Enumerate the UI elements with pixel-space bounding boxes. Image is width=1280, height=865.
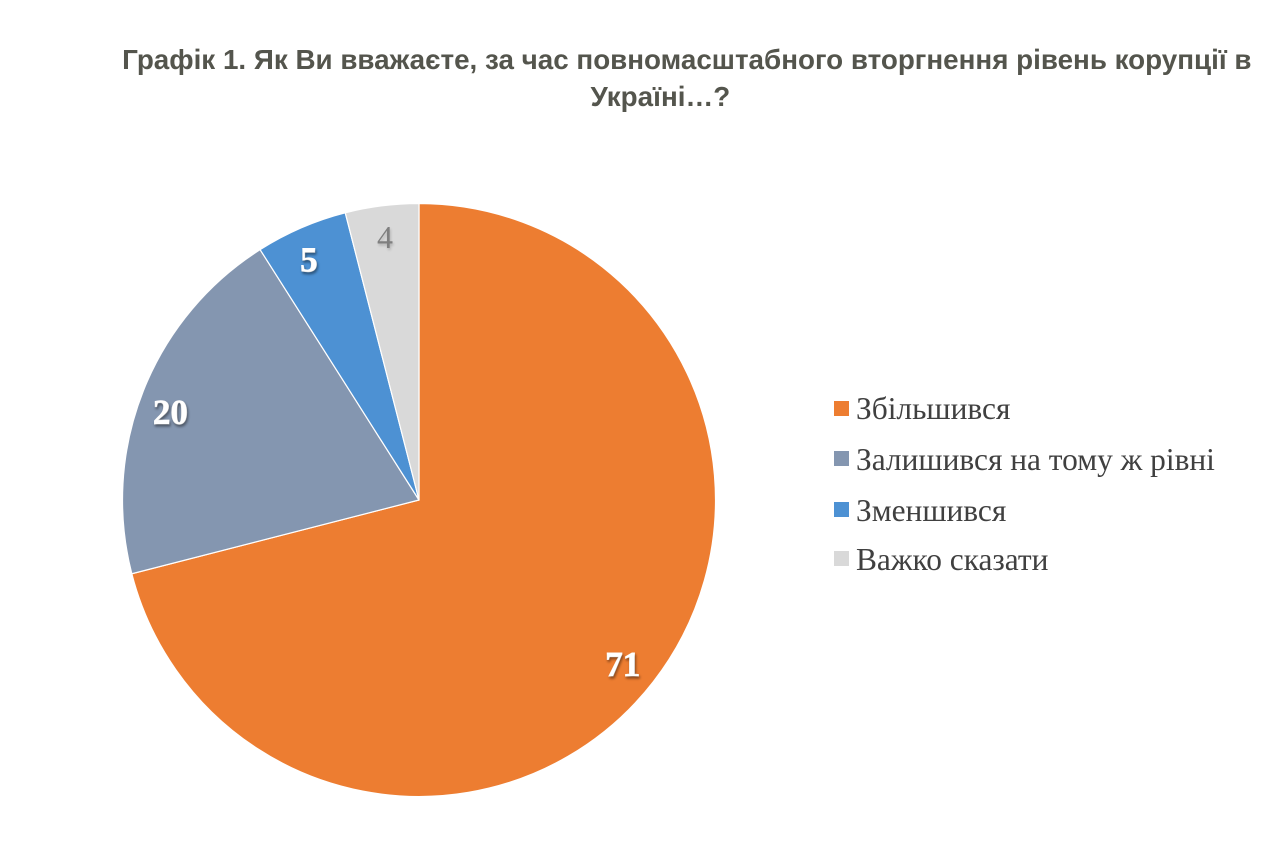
svg-text:20: 20 [153,393,188,432]
svg-text:5: 5 [300,241,318,280]
svg-text:4: 4 [377,219,393,255]
svg-text:71: 71 [605,645,640,684]
